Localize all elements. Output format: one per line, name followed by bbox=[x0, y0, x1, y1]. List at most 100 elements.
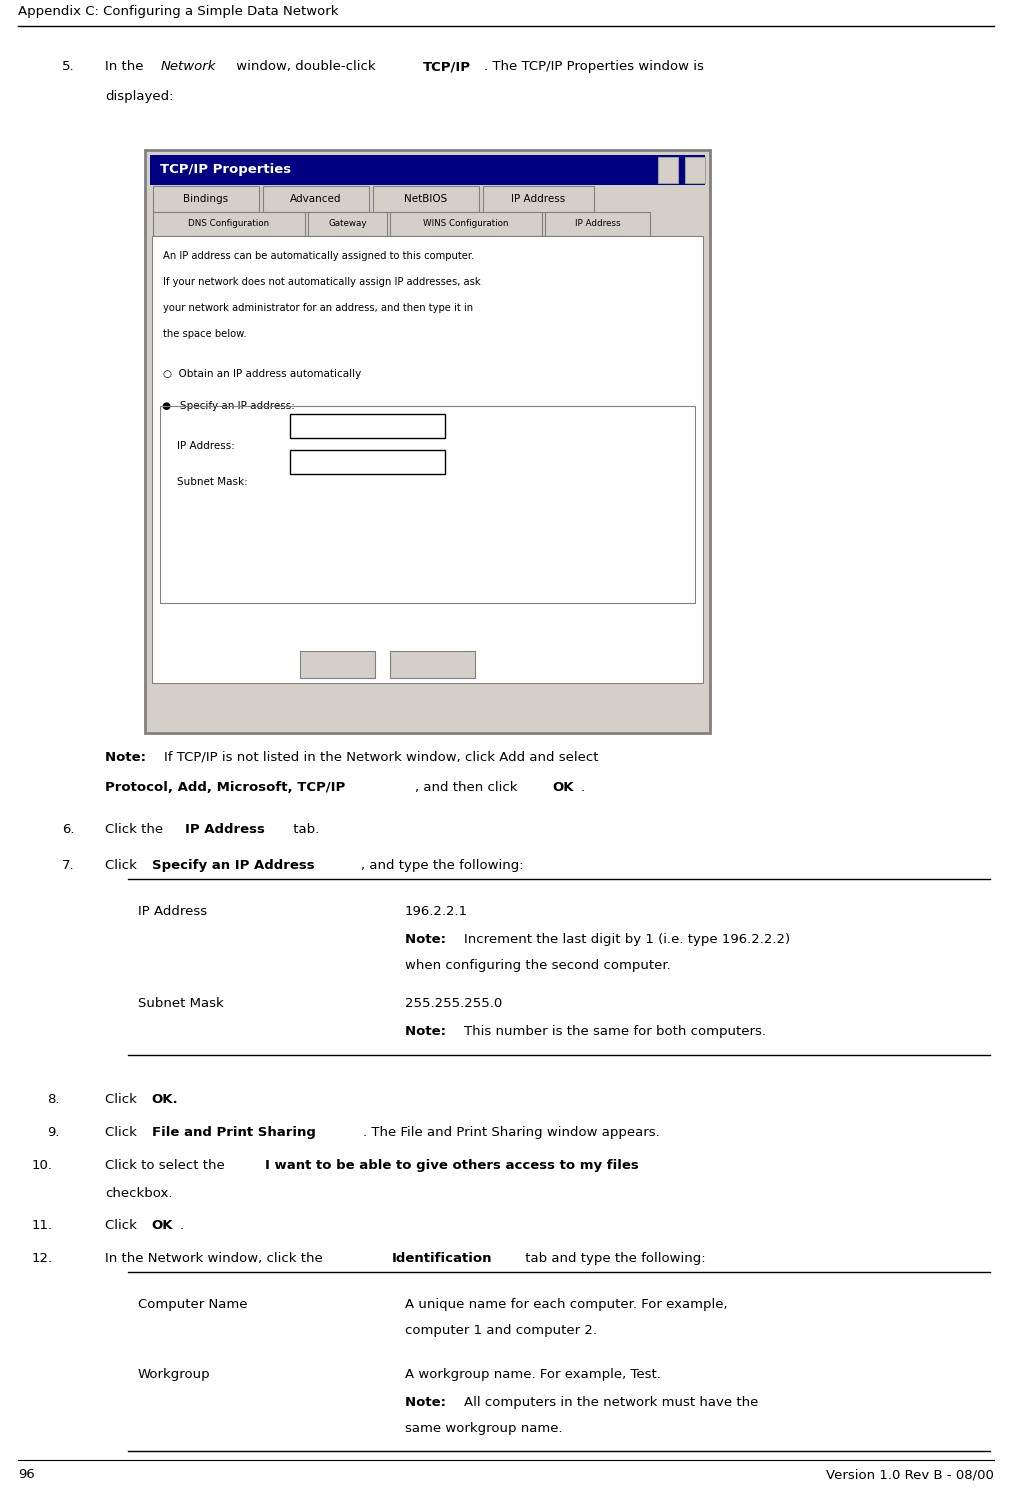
FancyBboxPatch shape bbox=[145, 150, 710, 733]
Text: x: x bbox=[691, 165, 698, 175]
Text: ●: ● bbox=[161, 401, 170, 410]
Text: DNS Configuration: DNS Configuration bbox=[188, 220, 269, 229]
Text: tab.: tab. bbox=[288, 822, 318, 836]
Text: 5.: 5. bbox=[62, 60, 75, 73]
FancyBboxPatch shape bbox=[150, 154, 705, 184]
Text: ○  Obtain an IP address automatically: ○ Obtain an IP address automatically bbox=[163, 369, 361, 379]
Text: 7.: 7. bbox=[62, 858, 75, 872]
FancyBboxPatch shape bbox=[482, 186, 593, 213]
FancyBboxPatch shape bbox=[545, 213, 649, 237]
Text: If your network does not automatically assign IP addresses, ask: If your network does not automatically a… bbox=[163, 277, 480, 288]
Text: your network administrator for an address, and then type it in: your network administrator for an addres… bbox=[163, 303, 473, 313]
FancyBboxPatch shape bbox=[263, 186, 369, 213]
Text: In the: In the bbox=[105, 60, 148, 73]
Text: displayed:: displayed: bbox=[105, 90, 173, 103]
Text: 255.255.255.0: 255.255.255.0 bbox=[404, 998, 501, 1010]
FancyBboxPatch shape bbox=[684, 157, 705, 183]
FancyBboxPatch shape bbox=[657, 157, 677, 183]
Text: , and then click: , and then click bbox=[415, 780, 522, 794]
FancyBboxPatch shape bbox=[373, 186, 478, 213]
Text: A workgroup name. For example, Test.: A workgroup name. For example, Test. bbox=[404, 1368, 660, 1381]
Text: OK: OK bbox=[330, 659, 345, 670]
Text: Cancel: Cancel bbox=[413, 659, 451, 670]
FancyBboxPatch shape bbox=[153, 213, 304, 237]
Text: OK.: OK. bbox=[152, 1094, 178, 1106]
Text: TCP/IP: TCP/IP bbox=[422, 60, 470, 73]
Text: 255.255.255. 0: 255.255.255. 0 bbox=[295, 457, 374, 467]
FancyBboxPatch shape bbox=[389, 652, 474, 679]
Text: 196.2.2.1: 196.2.2.1 bbox=[404, 905, 468, 918]
Text: , and type the following:: , and type the following: bbox=[361, 858, 524, 872]
Text: 9.: 9. bbox=[47, 1126, 60, 1138]
Text: tab and type the following:: tab and type the following: bbox=[521, 1252, 705, 1264]
Text: window, double-click: window, double-click bbox=[232, 60, 379, 73]
Text: IP Address: IP Address bbox=[574, 220, 620, 229]
Text: 11.: 11. bbox=[32, 1219, 53, 1231]
Text: NetBIOS: NetBIOS bbox=[404, 195, 447, 204]
Text: the space below.: the space below. bbox=[163, 330, 247, 339]
Text: Protocol, Add, Microsoft, TCP/IP: Protocol, Add, Microsoft, TCP/IP bbox=[105, 780, 345, 794]
Text: ?: ? bbox=[664, 165, 670, 175]
FancyBboxPatch shape bbox=[290, 449, 445, 473]
Text: Subnet Mask: Subnet Mask bbox=[137, 998, 223, 1010]
Text: File and Print Sharing: File and Print Sharing bbox=[152, 1126, 315, 1138]
Text: This number is the same for both computers.: This number is the same for both compute… bbox=[463, 1025, 765, 1038]
Text: IP Address: IP Address bbox=[185, 822, 265, 836]
Text: Click: Click bbox=[105, 1219, 141, 1231]
Text: Appendix C: Configuring a Simple Data Network: Appendix C: Configuring a Simple Data Ne… bbox=[18, 4, 338, 18]
FancyBboxPatch shape bbox=[299, 652, 375, 679]
Text: All computers in the network must have the: All computers in the network must have t… bbox=[463, 1396, 757, 1410]
Text: Click: Click bbox=[105, 1094, 141, 1106]
Text: Click to select the: Click to select the bbox=[105, 1159, 228, 1171]
Text: Click: Click bbox=[105, 858, 141, 872]
Text: .: . bbox=[179, 1219, 183, 1231]
Text: Version 1.0 Rev B - 08/00: Version 1.0 Rev B - 08/00 bbox=[825, 1468, 993, 1482]
Text: Note:: Note: bbox=[404, 933, 450, 947]
Text: If TCP/IP is not listed in the Network window, click Add and select: If TCP/IP is not listed in the Network w… bbox=[164, 750, 598, 764]
Text: 8.: 8. bbox=[47, 1094, 60, 1106]
Text: 6.: 6. bbox=[62, 822, 75, 836]
Text: WINS Configuration: WINS Configuration bbox=[423, 220, 509, 229]
Text: 96: 96 bbox=[18, 1468, 34, 1482]
Text: Specify an IP address:: Specify an IP address: bbox=[180, 401, 294, 410]
FancyBboxPatch shape bbox=[153, 186, 259, 213]
Text: OK: OK bbox=[152, 1219, 173, 1231]
Text: computer 1 and computer 2.: computer 1 and computer 2. bbox=[404, 1324, 596, 1338]
FancyBboxPatch shape bbox=[152, 237, 703, 683]
Text: Click the: Click the bbox=[105, 822, 167, 836]
Text: TCP/IP Properties: TCP/IP Properties bbox=[160, 163, 291, 177]
Text: checkbox.: checkbox. bbox=[105, 1186, 172, 1200]
Text: when configuring the second computer.: when configuring the second computer. bbox=[404, 959, 670, 972]
Text: Network: Network bbox=[160, 60, 215, 73]
Text: Note:: Note: bbox=[404, 1396, 450, 1410]
Text: Advanced: Advanced bbox=[290, 195, 342, 204]
Text: Specify an IP Address: Specify an IP Address bbox=[152, 858, 314, 872]
Text: Identification: Identification bbox=[391, 1252, 491, 1264]
Text: . The File and Print Sharing window appears.: . The File and Print Sharing window appe… bbox=[363, 1126, 659, 1138]
Text: 12.: 12. bbox=[32, 1252, 53, 1264]
Text: 196. 2 . 2 . 1: 196. 2 . 2 . 1 bbox=[295, 421, 361, 431]
Text: . The TCP/IP Properties window is: . The TCP/IP Properties window is bbox=[484, 60, 704, 73]
Text: I want to be able to give others access to my files: I want to be able to give others access … bbox=[265, 1159, 638, 1171]
Text: In the Network window, click the: In the Network window, click the bbox=[105, 1252, 327, 1264]
Text: same workgroup name.: same workgroup name. bbox=[404, 1422, 562, 1435]
Text: IP Address: IP Address bbox=[511, 195, 565, 204]
Text: Note:: Note: bbox=[105, 750, 151, 764]
Text: 10.: 10. bbox=[32, 1159, 53, 1171]
FancyBboxPatch shape bbox=[290, 413, 445, 437]
Text: OK: OK bbox=[552, 780, 573, 794]
Text: Increment the last digit by 1 (i.e. type 196.2.2.2): Increment the last digit by 1 (i.e. type… bbox=[463, 933, 790, 947]
Text: Workgroup: Workgroup bbox=[137, 1368, 210, 1381]
Text: A unique name for each computer. For example,: A unique name for each computer. For exa… bbox=[404, 1297, 727, 1311]
Text: Note:: Note: bbox=[404, 1025, 450, 1038]
Text: .: . bbox=[580, 780, 584, 794]
Text: Gateway: Gateway bbox=[328, 220, 366, 229]
Text: IP Address:: IP Address: bbox=[177, 440, 235, 451]
Text: Computer Name: Computer Name bbox=[137, 1297, 248, 1311]
Text: Subnet Mask:: Subnet Mask: bbox=[177, 476, 248, 487]
FancyBboxPatch shape bbox=[307, 213, 386, 237]
Text: IP Address: IP Address bbox=[137, 905, 207, 918]
Text: An IP address can be automatically assigned to this computer.: An IP address can be automatically assig… bbox=[163, 252, 474, 261]
Text: Bindings: Bindings bbox=[183, 195, 228, 204]
FancyBboxPatch shape bbox=[389, 213, 542, 237]
